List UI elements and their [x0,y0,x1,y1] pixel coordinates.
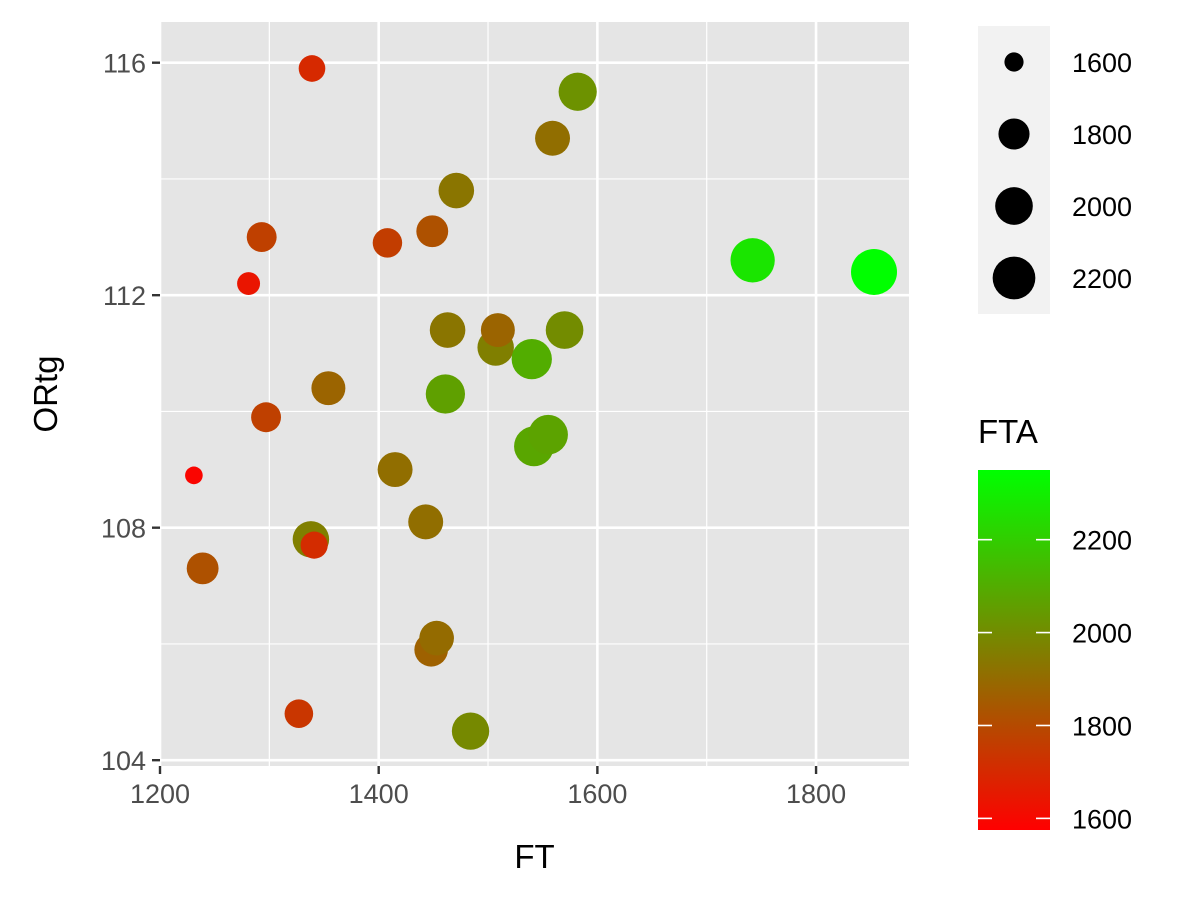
color-bar [978,470,1050,830]
data-point [408,504,444,540]
y-tick-label: 108 [101,514,146,544]
size-legend-label: 1600 [1072,48,1132,78]
size-legend: 1600 1800 2000 2200 [978,26,1132,314]
data-point [246,222,277,253]
color-legend-label: 2200 [1072,526,1132,556]
data-point [558,72,597,111]
y-tick-label: 116 [103,49,146,79]
data-point [377,452,413,488]
size-legend-key [995,187,1033,225]
data-point [251,402,282,433]
y-tick-label: 104 [101,746,146,776]
x-tick-label: 1600 [567,779,627,809]
data-point [419,620,454,656]
y-axis-title: ORtg [27,355,64,432]
data-point [185,466,203,485]
data-point [545,311,584,349]
data-point [300,531,328,559]
x-axis: 1200 1400 1600 1800 [130,766,846,809]
size-legend-label: 1800 [1072,120,1132,150]
data-point [480,313,515,348]
data-point [372,228,403,258]
size-legend-label: 2200 [1072,264,1132,294]
y-axis: 104 108 112 116 [101,49,160,776]
major-gridlines [158,22,909,766]
size-legend-key [992,256,1036,300]
color-legend-title: FTA [978,413,1038,450]
data-point [535,120,571,156]
data-point [429,312,466,348]
plot-panel [160,22,909,766]
color-legend-label: 1600 [1072,804,1132,834]
x-tick-label: 1800 [786,779,846,809]
data-point [528,414,568,455]
data-points [185,55,898,750]
data-point [186,552,219,585]
data-point [416,215,449,248]
data-point [511,338,552,380]
size-legend-label: 2000 [1072,192,1132,222]
data-point [284,699,314,728]
x-tick-label: 1400 [349,779,409,809]
data-point [851,248,898,295]
color-legend-label: 1800 [1072,711,1132,741]
minor-gridlines [160,22,909,766]
data-point [451,712,490,750]
data-point [425,374,466,414]
x-tick-label: 1200 [130,779,190,809]
data-point [730,238,775,283]
size-legend-key [998,118,1030,150]
data-point [438,172,475,209]
size-legend-key [1004,52,1024,72]
color-legend-label: 2000 [1072,619,1132,649]
data-point [298,55,326,82]
x-axis-title: FT [514,838,554,875]
y-tick-label: 112 [103,281,146,311]
data-point [237,272,261,296]
color-legend: FTA 1600 1800 2000 2200 [978,413,1132,834]
data-point [311,371,346,406]
